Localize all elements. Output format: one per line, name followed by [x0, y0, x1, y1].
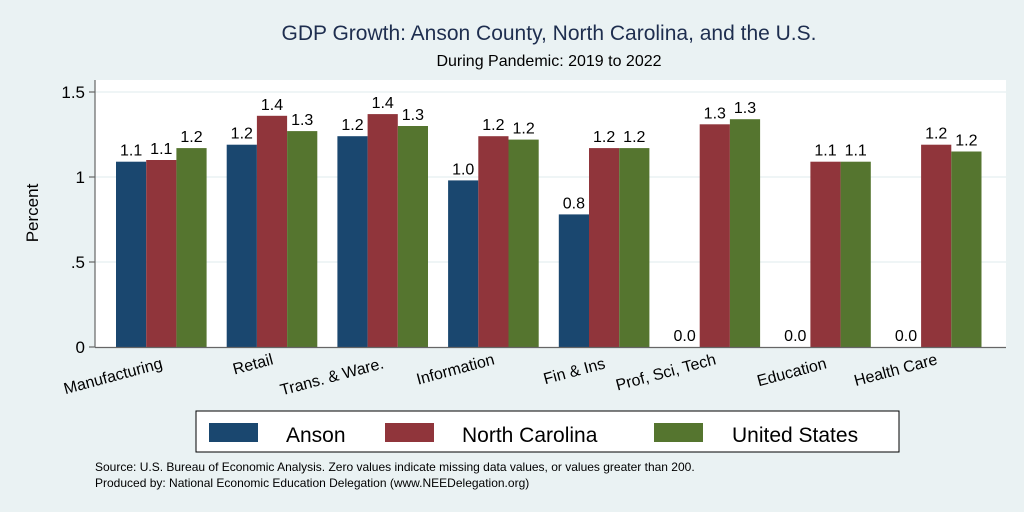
bar-north-carolina-fin-ins: [589, 148, 620, 347]
y-ticks: 0 .5 1 1.5: [61, 83, 95, 357]
bar-north-carolina-trans-ware: [367, 114, 398, 347]
data-label-north-carolina-education: 1.1: [814, 143, 836, 160]
data-label-anson-manufacturing: 1.1: [120, 143, 142, 160]
bar-anson-manufacturing: [116, 161, 147, 347]
data-label-anson-fin-ins: 0.8: [563, 195, 585, 212]
data-label-north-carolina-retail: 1.4: [261, 97, 283, 114]
bar-united-states-prof-sci-tech: [729, 119, 761, 347]
bar-united-states-retail: [287, 131, 318, 347]
legend-swatch-north-carolina: [385, 423, 434, 442]
data-label-north-carolina-prof-sci-tech: 1.3: [704, 105, 726, 122]
bar-united-states-manufacturing: [176, 148, 207, 347]
data-label-united-states-information: 1.2: [512, 121, 534, 138]
produced-by-note: Produced by: National Economic Education…: [95, 476, 529, 490]
legend: Anson North Carolina United States: [195, 410, 900, 453]
y-tick-label: 0: [76, 338, 85, 357]
bar-united-states-education: [840, 161, 871, 347]
bar-united-states-information: [508, 139, 539, 347]
legend-box: [195, 410, 900, 453]
data-label-anson-retail: 1.2: [231, 126, 253, 143]
legend-swatch-anson: [209, 423, 258, 442]
legend-swatch-united-states: [654, 423, 703, 442]
bar-north-carolina-health-care: [921, 144, 952, 347]
data-label-anson-education: 0.0: [784, 328, 806, 345]
data-label-united-states-health-care: 1.2: [955, 133, 977, 150]
bar-united-states-trans-ware: [397, 126, 428, 347]
data-label-anson-information: 1.0: [452, 161, 474, 178]
legend-label-anson: Anson: [286, 424, 346, 447]
bar-north-carolina-education: [810, 161, 841, 347]
data-labels: 1.1 1.1 1.2 1.2 1.4 1.3 1.2 1.4 1.3 1.0 1.2 1.2 0.8 1…: [120, 95, 978, 345]
data-label-anson-trans-ware: 1.2: [341, 117, 363, 134]
y-tick-label: 1.5: [61, 83, 85, 102]
data-label-united-states-manufacturing: 1.2: [180, 129, 202, 146]
legend-label-north-carolina: North Carolina: [462, 424, 598, 447]
data-label-north-carolina-manufacturing: 1.1: [150, 141, 172, 158]
chart-subtitle: During Pandemic: 2019 to 2022: [436, 53, 661, 70]
bar-anson-trans-ware: [337, 136, 368, 347]
data-label-anson-health-care: 0.0: [895, 328, 917, 345]
bar-north-carolina-retail: [256, 115, 288, 347]
bars: [116, 114, 982, 347]
data-label-united-states-trans-ware: 1.3: [402, 107, 424, 124]
bar-anson-fin-ins: [558, 214, 589, 347]
data-label-north-carolina-trans-ware: 1.4: [372, 95, 394, 112]
y-axis-label: Percent: [23, 183, 42, 242]
y-tick-label: 1: [76, 168, 85, 187]
source-note: Source: U.S. Bureau of Economic Analysis…: [95, 460, 695, 474]
bar-north-carolina-information: [478, 136, 509, 347]
chart-title: GDP Growth: Anson County, North Carolina…: [282, 22, 817, 45]
data-label-north-carolina-information: 1.2: [482, 117, 504, 134]
bar-anson-information: [448, 180, 479, 347]
data-label-united-states-prof-sci-tech: 1.3: [734, 100, 756, 117]
data-label-united-states-retail: 1.3: [291, 112, 313, 129]
data-label-north-carolina-fin-ins: 1.2: [593, 129, 615, 146]
bar-united-states-fin-ins: [619, 148, 650, 347]
y-tick-label: .5: [71, 253, 85, 272]
bar-united-states-health-care: [951, 151, 982, 347]
data-label-united-states-fin-ins: 1.2: [623, 129, 645, 146]
data-label-north-carolina-health-care: 1.2: [925, 126, 947, 143]
bar-north-carolina-manufacturing: [146, 160, 177, 347]
bar-north-carolina-prof-sci-tech: [699, 124, 730, 347]
bar-anson-retail: [226, 144, 257, 347]
legend-label-united-states: United States: [732, 424, 858, 447]
data-label-anson-prof-sci-tech: 0.0: [673, 328, 695, 345]
data-label-united-states-education: 1.1: [845, 143, 867, 160]
